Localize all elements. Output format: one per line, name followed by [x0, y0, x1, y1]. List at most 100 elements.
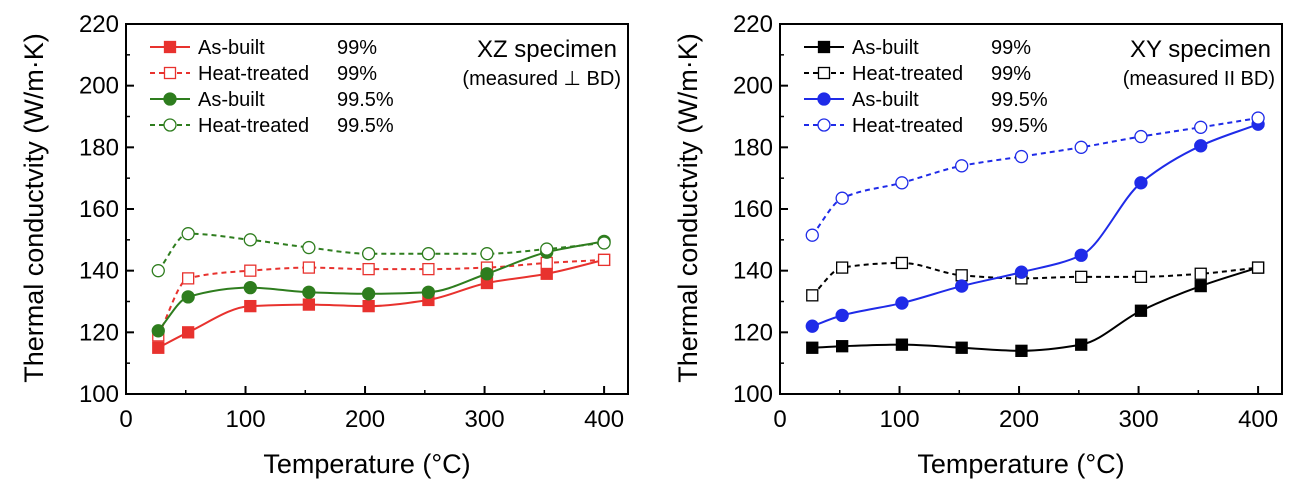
data-point [1251, 261, 1265, 274]
data-point [805, 319, 819, 333]
x-axis-title-xz: Temperature (°C) [263, 449, 470, 479]
data-point [421, 247, 436, 261]
y-tick-label: 120 [79, 319, 119, 346]
series-line [811, 261, 1259, 297]
x-tick-label: 0 [119, 406, 132, 433]
series-line [812, 266, 1259, 352]
plot-area-xy: 0 100 200 300 400100120140160180200220As-bui… [733, 11, 1283, 433]
series-line [157, 232, 605, 272]
legend-label: As-built [852, 37, 919, 59]
data-point [302, 285, 316, 299]
data-point [597, 236, 611, 250]
data-point [835, 308, 849, 323]
y-tick-label: 220 [733, 11, 773, 38]
y-tick-label: 200 [733, 73, 773, 100]
y-axis-title-xy: Thermal conductvity (W/m·K) [673, 33, 703, 383]
data-point [244, 299, 257, 313]
data-point [1194, 267, 1207, 280]
data-point [1074, 248, 1088, 262]
panel-title-xy: XY specimen [1130, 36, 1271, 63]
data-point [835, 191, 849, 205]
data-point [1194, 279, 1207, 293]
data-point [836, 261, 849, 274]
data-point [955, 341, 968, 354]
data-point [955, 159, 969, 173]
data-point [895, 256, 909, 270]
data-point [243, 233, 257, 247]
data-point [540, 267, 553, 280]
series-xz-3 [151, 227, 611, 278]
data-point [836, 340, 849, 353]
legend-label: Heat-treated [198, 63, 309, 85]
legend-density: 99.5% [991, 115, 1048, 137]
chart-xz: Thermal conductvity (W/m·K) Temperature … [19, 11, 629, 479]
data-point [597, 253, 611, 267]
chart-xy: Thermal conductvity (W/m·K) Temperature … [673, 11, 1283, 479]
y-tick-label: 200 [79, 73, 119, 100]
data-point [806, 289, 819, 302]
x-tick-label: 300 [465, 406, 505, 433]
data-point [421, 285, 436, 299]
data-point [955, 269, 968, 282]
y-tick-label: 100 [79, 381, 119, 408]
plot-area-xz: 0 100 200 300 400100120140160180200220As-bui… [79, 11, 629, 433]
series-xy-1 [806, 256, 1265, 302]
legend-marker [163, 40, 177, 54]
data-point [1014, 265, 1029, 279]
data-point [151, 324, 165, 338]
data-point [244, 264, 257, 277]
data-point [480, 247, 494, 261]
legend-label: As-built [198, 89, 265, 111]
legend-label: Heat-treated [852, 63, 963, 85]
data-point [302, 298, 316, 311]
x-tick-label: 300 [1119, 406, 1159, 433]
legend-marker [817, 118, 831, 132]
data-point [1075, 270, 1088, 283]
legend-density: 99% [337, 37, 377, 59]
series-line [157, 240, 605, 332]
legend-density: 99.5% [991, 89, 1048, 111]
y-tick-label: 180 [733, 134, 773, 161]
y-tick-label: 140 [79, 258, 119, 285]
x-tick-label: 0 [773, 406, 786, 433]
legend-density: 99% [991, 37, 1031, 59]
y-tick-label: 100 [733, 381, 773, 408]
series-line [811, 117, 1259, 236]
legend-density: 99% [337, 63, 377, 85]
series-xy-3 [805, 111, 1265, 242]
data-point [955, 279, 969, 293]
data-point [1134, 176, 1148, 190]
data-point [151, 264, 165, 278]
legend-marker [163, 118, 177, 132]
data-point [1134, 129, 1148, 144]
y-tick-label: 220 [79, 11, 119, 38]
data-point [806, 341, 819, 354]
series-xy-2 [805, 117, 1265, 333]
data-point [895, 176, 909, 190]
legend-label: Heat-treated [198, 115, 309, 137]
legend-xy: As-built 99% Heat-treated 99% As-built 99.5% H… [804, 37, 1048, 137]
data-point [181, 290, 195, 304]
data-point [1194, 120, 1208, 134]
y-tick-label: 160 [79, 196, 119, 223]
panel-title-xz: XZ specimen [477, 36, 617, 63]
y-tick-label: 140 [733, 258, 773, 285]
data-point [362, 299, 375, 313]
data-point [362, 262, 375, 276]
panel-subtitle-xy: (measured II BD) [1123, 68, 1275, 90]
series-xz-2 [151, 234, 611, 338]
data-point [1015, 344, 1028, 357]
data-point [182, 326, 195, 339]
data-point [422, 262, 435, 276]
data-point [1251, 111, 1265, 125]
legend-marker [817, 66, 831, 80]
legend-density: 99.5% [337, 89, 394, 111]
legend-marker [817, 40, 831, 54]
legend-density: 99.5% [337, 115, 394, 137]
panel-subtitle-xz: (measured ⊥ BD) [462, 68, 621, 90]
y-tick-label: 160 [733, 196, 773, 223]
data-point [895, 338, 909, 351]
legend-label: As-built [852, 89, 919, 111]
data-point [302, 261, 316, 274]
legend-marker [817, 92, 831, 106]
